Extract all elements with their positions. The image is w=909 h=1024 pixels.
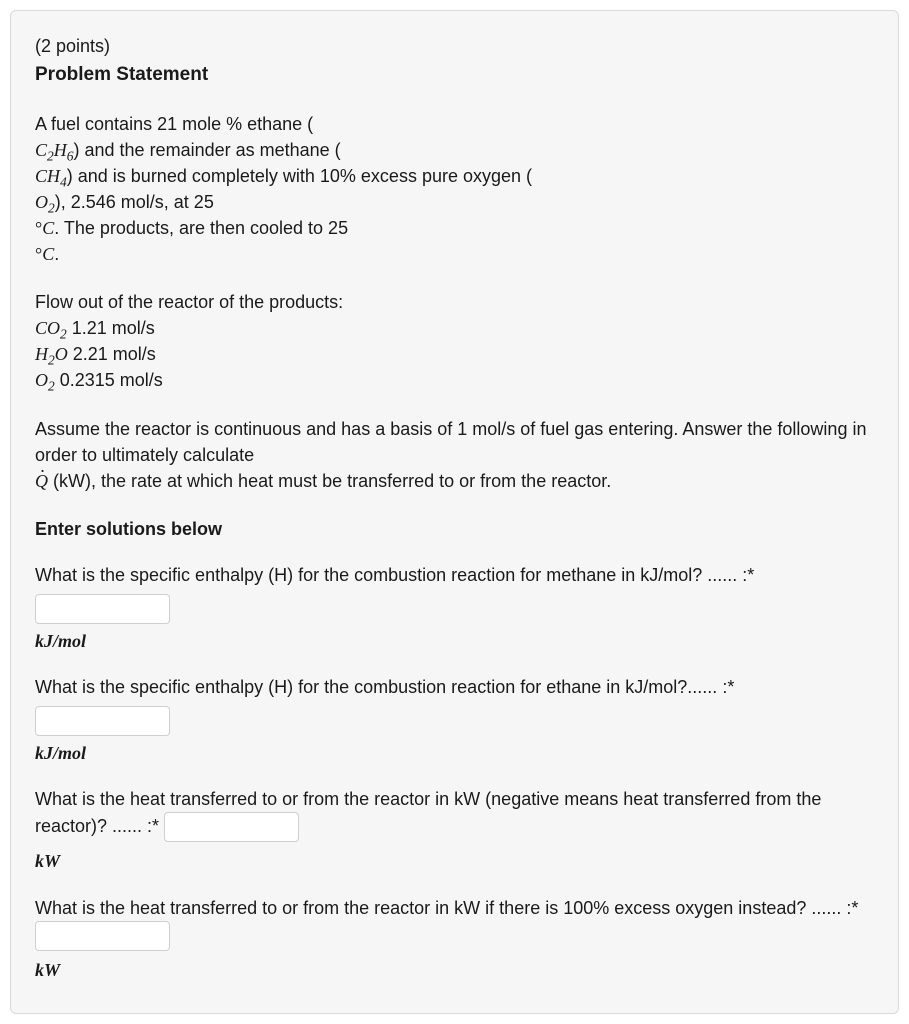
- assume-text: Assume the reactor is continuous and has…: [35, 419, 866, 465]
- intro-text: ) and the remainder as methane (: [74, 140, 341, 160]
- intro-text: .: [54, 244, 59, 264]
- question-4-text: What is the heat transferred to or from …: [35, 895, 874, 951]
- unit-label: kW: [35, 848, 874, 874]
- degree-c: C: [42, 218, 54, 238]
- degree-c: C: [42, 244, 54, 264]
- intro-text: . The products, are then cooled to 25: [54, 218, 348, 238]
- q-dot-symbol: Q: [35, 468, 48, 494]
- formula-o2: O2: [35, 192, 55, 212]
- flow-value: 2.21 mol/s: [68, 344, 156, 364]
- formula-c2h6: C2H6: [35, 140, 74, 160]
- answer-input-heat-transfer-100-excess[interactable]: [35, 921, 170, 951]
- answer-input-methane-enthalpy[interactable]: [35, 594, 170, 624]
- formula-o2-out: O2: [35, 370, 55, 390]
- assume-paragraph: Assume the reactor is continuous and has…: [35, 416, 874, 494]
- assume-text: (kW), the rate at which heat must be tra…: [48, 471, 611, 491]
- unit-label: kJ/mol: [35, 628, 874, 654]
- intro-paragraph: A fuel contains 21 mole % ethane ( C2H6)…: [35, 111, 874, 268]
- problem-statement-heading: Problem Statement: [35, 61, 874, 89]
- enter-solutions-heading: Enter solutions below: [35, 516, 874, 542]
- answer-input-heat-transfer[interactable]: [164, 812, 299, 842]
- question-3-text: What is the heat transferred to or from …: [35, 786, 874, 842]
- formula-co2: CO2: [35, 318, 67, 338]
- formula-h2o: H2O: [35, 344, 68, 364]
- flows-heading: Flow out of the reactor of the products:: [35, 289, 874, 315]
- intro-text: ) and is burned completely with 10% exce…: [67, 166, 532, 186]
- question-1-text: What is the specific enthalpy (H) for th…: [35, 562, 874, 588]
- points-label: (2 points): [35, 33, 874, 59]
- question-3: What is the heat transferred to or from …: [35, 786, 874, 874]
- question-4: What is the heat transferred to or from …: [35, 895, 874, 983]
- problem-card: (2 points) Problem Statement A fuel cont…: [10, 10, 899, 1014]
- question-1: What is the specific enthalpy (H) for th…: [35, 562, 874, 654]
- formula-ch4: CH4: [35, 166, 67, 186]
- flows-paragraph: Flow out of the reactor of the products:…: [35, 289, 874, 393]
- unit-label: kJ/mol: [35, 740, 874, 766]
- question-2: What is the specific enthalpy (H) for th…: [35, 674, 874, 766]
- question-2-text: What is the specific enthalpy (H) for th…: [35, 674, 874, 700]
- intro-text: A fuel contains 21 mole % ethane (: [35, 114, 313, 134]
- answer-input-ethane-enthalpy[interactable]: [35, 706, 170, 736]
- flow-value: 0.2315 mol/s: [55, 370, 163, 390]
- flow-value: 1.21 mol/s: [67, 318, 155, 338]
- intro-text: ), 2.546 mol/s, at 25: [55, 192, 214, 212]
- unit-label: kW: [35, 957, 874, 983]
